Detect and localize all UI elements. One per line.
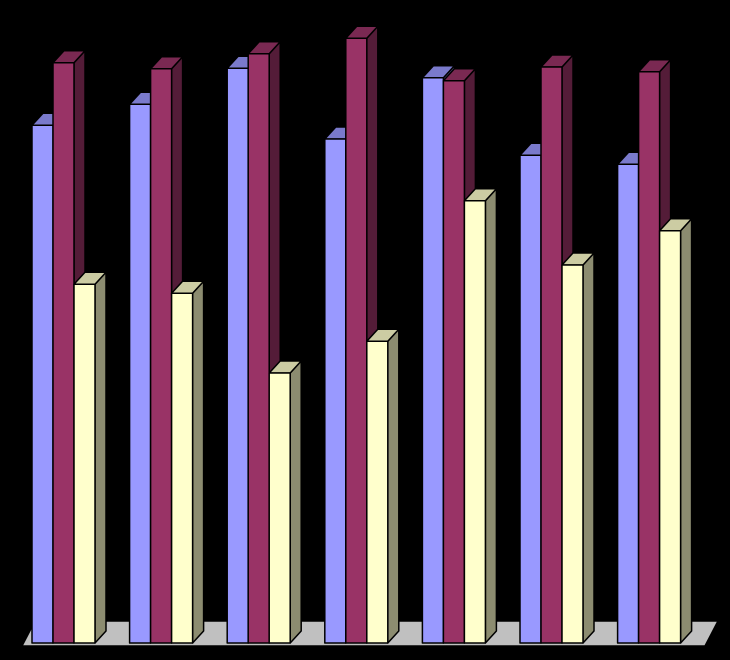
bar-front [463, 200, 487, 644]
bar-front [247, 53, 270, 644]
bar-front [421, 77, 445, 644]
bar-front [637, 71, 661, 644]
bar-front [658, 230, 682, 644]
bar-front [366, 340, 389, 644]
bar-front [540, 66, 563, 644]
bar-side [484, 188, 498, 644]
bar-front [345, 37, 368, 644]
bar-front [268, 372, 291, 644]
bar [73, 271, 107, 644]
bar-front [170, 292, 194, 644]
bar-side [679, 218, 693, 644]
bar [561, 252, 595, 644]
bar-front [149, 68, 173, 644]
bar-front [73, 283, 96, 644]
bar-side [582, 252, 595, 644]
bar [268, 360, 302, 644]
bar-front [519, 154, 542, 644]
bar-front [31, 124, 54, 644]
bar-front [226, 67, 249, 644]
bar-front [561, 264, 584, 644]
bar [463, 188, 498, 644]
bar [658, 218, 693, 644]
bar-front [616, 163, 640, 644]
bar-side [94, 271, 107, 644]
bar [170, 280, 205, 644]
bar-side [191, 280, 205, 644]
bar-front [442, 80, 466, 644]
bar-front [324, 138, 347, 644]
bar-front [52, 62, 75, 644]
bar-side [289, 360, 302, 644]
bar [366, 328, 400, 644]
bar-side [387, 328, 400, 644]
bar-front [128, 103, 152, 644]
